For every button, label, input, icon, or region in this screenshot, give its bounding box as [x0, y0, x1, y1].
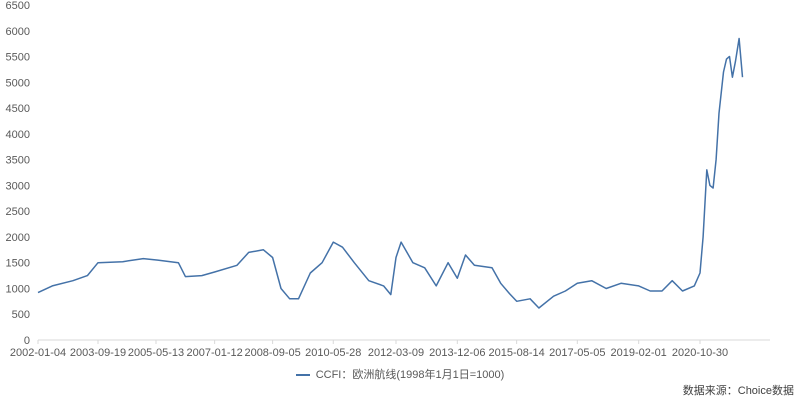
y-tick-label: 6000 — [6, 26, 30, 38]
x-tick-label: 2015-08-14 — [489, 347, 545, 359]
y-tick-label: 500 — [12, 309, 30, 321]
x-tick-label: 2020-10-30 — [672, 347, 728, 359]
y-tick-label: 1000 — [6, 283, 30, 295]
legend: CCFI：欧洲航线(1998年1月1日=1000) — [0, 366, 800, 382]
x-tick-label: 2005-05-13 — [128, 347, 184, 359]
legend-swatch — [295, 374, 310, 377]
x-tick-label: 2008-09-05 — [244, 347, 300, 359]
y-tick-label: 1500 — [6, 258, 30, 270]
y-tick-label: 2500 — [6, 206, 30, 218]
x-tick-label: 2007-01-12 — [186, 347, 242, 359]
y-tick-label: 2000 — [6, 232, 30, 244]
x-tick-label: 2019-02-01 — [611, 347, 667, 359]
y-tick-label: 3000 — [6, 180, 30, 192]
x-tick-label: 2010-05-28 — [305, 347, 361, 359]
y-tick-label: 4000 — [6, 129, 30, 141]
y-tick-label: 4500 — [6, 103, 30, 115]
y-tick-label: 5500 — [6, 52, 30, 64]
series-line — [37, 37, 744, 309]
x-tick-label: 2002-01-04 — [10, 347, 66, 359]
data-source: 数据来源：Choice数据 — [682, 385, 794, 397]
y-tick-label: 6500 — [6, 0, 30, 12]
x-tick-label: 2003-09-19 — [70, 347, 126, 359]
y-tick-label: 3500 — [6, 155, 30, 167]
x-tick-label: 2012-03-09 — [368, 347, 424, 359]
y-tick-label: 5000 — [6, 77, 30, 89]
x-tick-label: 2013-12-06 — [429, 347, 485, 359]
legend-label: CCFI：欧洲航线(1998年1月1日=1000) — [315, 369, 505, 381]
x-tick-label: 2017-05-05 — [549, 347, 605, 359]
y-tick-label: 0 — [24, 335, 30, 347]
